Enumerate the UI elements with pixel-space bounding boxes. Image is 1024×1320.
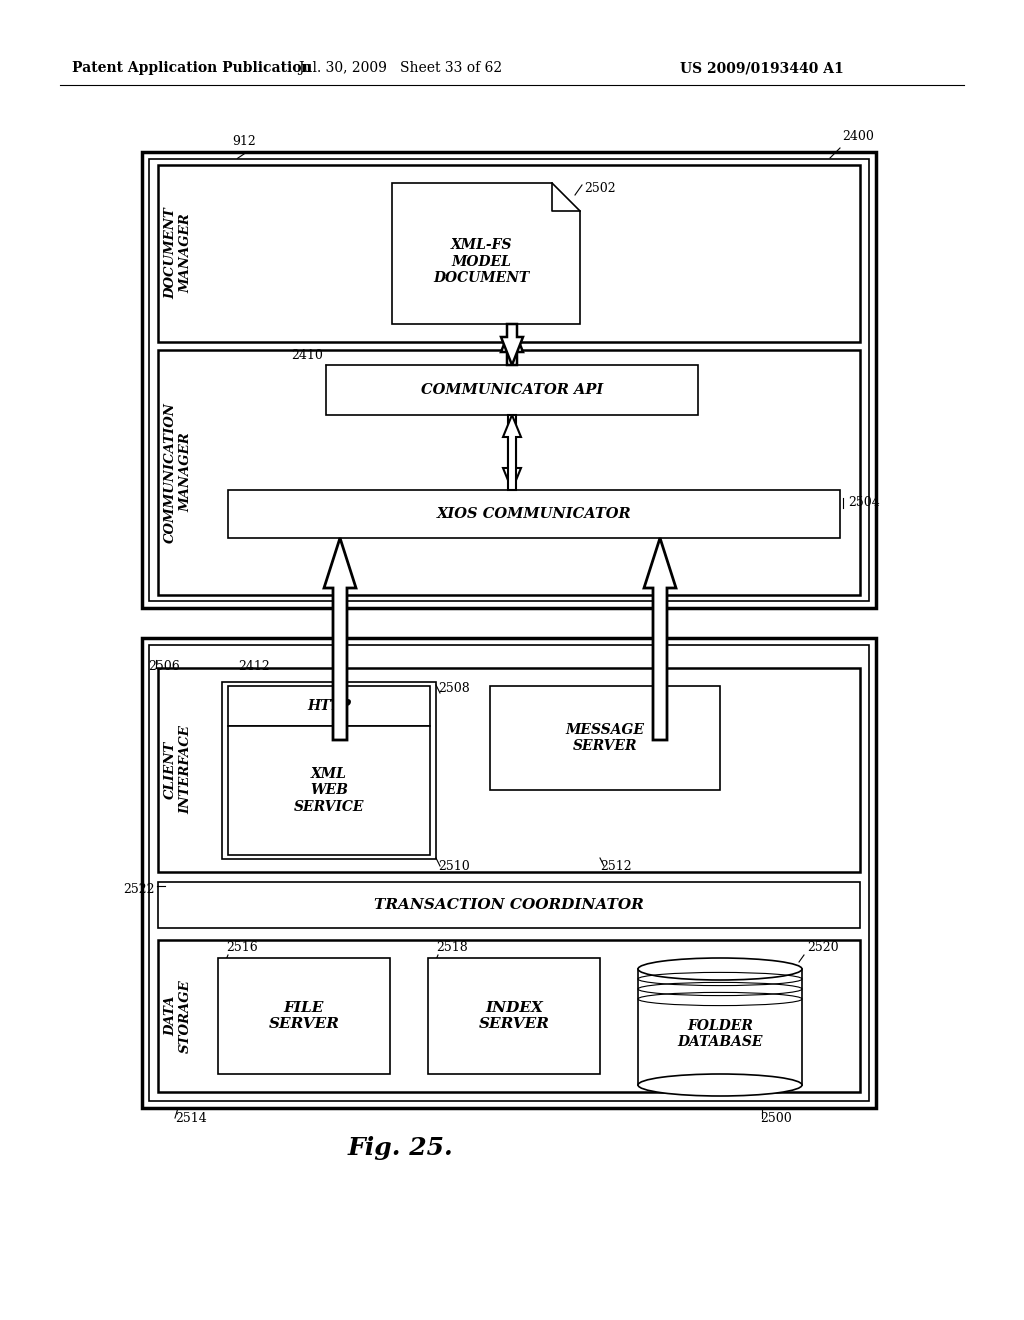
Bar — [150, 645, 869, 1101]
Bar — [228, 490, 840, 539]
Text: COMMUNICATION
MANAGER: COMMUNICATION MANAGER — [164, 403, 193, 543]
Bar — [142, 152, 876, 609]
Text: XIOS COMMUNICATOR: XIOS COMMUNICATOR — [436, 507, 632, 521]
Text: 2400: 2400 — [842, 129, 873, 143]
Text: 2516: 2516 — [226, 941, 258, 954]
Text: INDEX
SERVER: INDEX SERVER — [478, 1001, 550, 1031]
Bar — [218, 958, 390, 1074]
Bar — [222, 682, 436, 859]
Ellipse shape — [638, 958, 802, 979]
Bar — [158, 940, 860, 1092]
Text: 912: 912 — [232, 135, 256, 148]
Text: 2508: 2508 — [438, 682, 470, 696]
Text: Jul. 30, 2009   Sheet 33 of 62: Jul. 30, 2009 Sheet 33 of 62 — [298, 61, 502, 75]
Text: HTTP: HTTP — [307, 700, 351, 713]
FancyArrow shape — [501, 323, 523, 366]
Bar — [326, 366, 698, 414]
Ellipse shape — [638, 1074, 802, 1096]
Text: CLIENT
INTERFACE: CLIENT INTERFACE — [164, 726, 193, 814]
Bar — [158, 350, 860, 595]
Text: Patent Application Publication: Patent Application Publication — [72, 61, 311, 75]
Bar — [158, 165, 860, 342]
Bar — [142, 638, 876, 1107]
Text: TRANSACTION COORDINATOR: TRANSACTION COORDINATOR — [374, 898, 644, 912]
Text: 2522: 2522 — [124, 883, 155, 896]
Text: 2510: 2510 — [438, 861, 470, 873]
Text: 2520: 2520 — [807, 941, 839, 954]
FancyArrow shape — [644, 539, 676, 741]
Bar — [490, 686, 720, 789]
Bar — [428, 958, 600, 1074]
Text: XML
WEB
SERVICE: XML WEB SERVICE — [294, 767, 365, 813]
Text: COMMUNICATOR API: COMMUNICATOR API — [421, 383, 603, 397]
FancyArrow shape — [324, 539, 356, 741]
Text: 2412: 2412 — [238, 660, 269, 673]
Text: FILE
SERVER: FILE SERVER — [268, 1001, 339, 1031]
Text: FOLDER
DATABASE: FOLDER DATABASE — [677, 1019, 763, 1049]
Polygon shape — [392, 183, 580, 323]
Text: 2502: 2502 — [584, 182, 615, 195]
Text: 2504: 2504 — [848, 496, 880, 510]
Text: MESSAGE
SERVER: MESSAGE SERVER — [565, 723, 644, 754]
Text: 2506: 2506 — [148, 660, 180, 673]
Text: 2500: 2500 — [760, 1111, 792, 1125]
Text: 2512: 2512 — [600, 861, 632, 873]
FancyArrow shape — [503, 414, 521, 490]
Bar — [228, 686, 430, 726]
Text: Fig. 25.: Fig. 25. — [347, 1137, 453, 1160]
Text: XML-FS
MODEL
DOCUMENT: XML-FS MODEL DOCUMENT — [433, 239, 529, 285]
Bar — [638, 969, 802, 1085]
Bar — [150, 158, 869, 601]
Text: US 2009/0193440 A1: US 2009/0193440 A1 — [680, 61, 844, 75]
FancyArrow shape — [501, 323, 523, 366]
Text: 2410: 2410 — [291, 348, 323, 362]
Text: 2518: 2518 — [436, 941, 468, 954]
Bar — [228, 726, 430, 855]
Text: DOCUMENT
MANAGER: DOCUMENT MANAGER — [164, 207, 193, 300]
Bar — [158, 882, 860, 928]
Bar — [158, 668, 860, 873]
Text: 2514: 2514 — [175, 1111, 207, 1125]
FancyArrow shape — [503, 414, 521, 490]
Text: DATA
STORAGE: DATA STORAGE — [164, 979, 193, 1053]
